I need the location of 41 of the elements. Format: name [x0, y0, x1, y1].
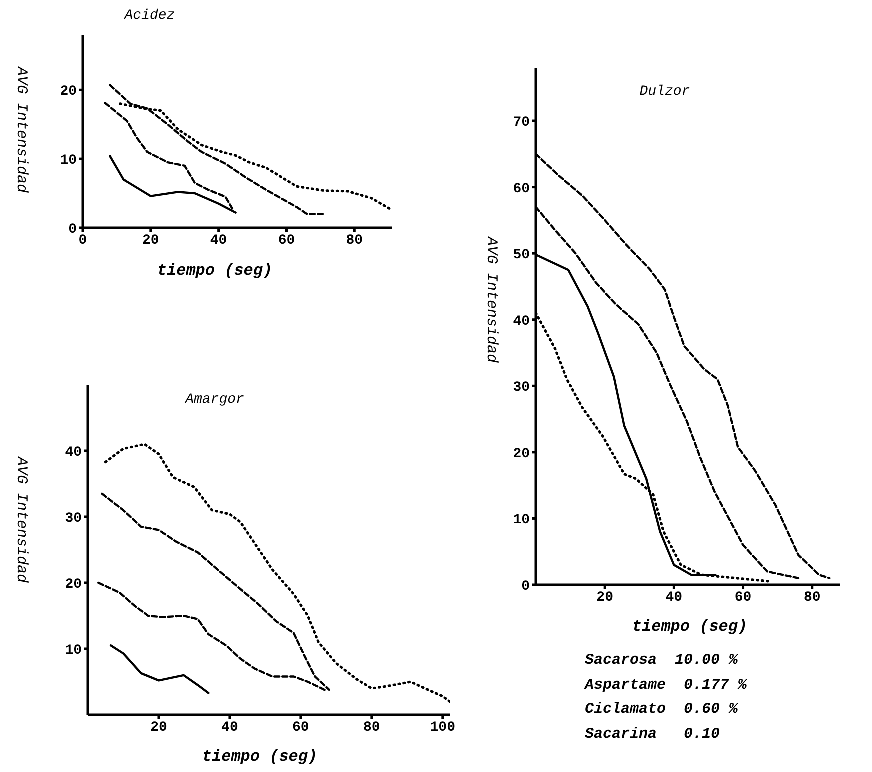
x-tick-label: 80 [364, 720, 380, 736]
y-axis-title: AVG Intensidad [12, 455, 30, 586]
y-tick-label: 0 [68, 222, 77, 238]
x-tick-label: 60 [734, 590, 752, 606]
y-axis-title: AVG Intensidad [12, 65, 30, 196]
x-tick-label: 100 [430, 720, 456, 736]
x-tick-label: 20 [150, 720, 168, 736]
chart-title: Acidez [123, 8, 176, 24]
x-tick-label: 40 [222, 720, 238, 736]
y-tick-label: 60 [513, 181, 530, 198]
text: Dulzor [638, 84, 692, 100]
x-tick-label: 20 [596, 590, 614, 606]
x-tick-label: 40 [210, 232, 228, 249]
y-tick-label: 40 [65, 444, 82, 461]
y-tick-label: 20 [60, 84, 77, 100]
y-tick-label: 10 [513, 512, 530, 529]
x-tick-label: 60 [278, 232, 296, 249]
y-tick-label: 40 [513, 314, 530, 330]
x-tick-label: 20 [142, 232, 160, 249]
x-tick-label: 60 [292, 720, 310, 736]
x-axis-title: tiempo (seg) [631, 618, 749, 636]
y-tick-label: 50 [513, 248, 530, 264]
y-axis-title: AVG Intensidad [482, 235, 500, 366]
y-tick-label: 10 [60, 153, 77, 170]
y-tick-label: 30 [513, 380, 530, 396]
text: Aspartame 0.177 % [585, 676, 748, 696]
y-tick-label: 70 [513, 114, 530, 131]
text: Amargor [184, 392, 246, 408]
x-axis-title: tiempo (seg) [201, 748, 319, 766]
x-tick-label: 80 [804, 590, 821, 606]
y-tick-label: 20 [513, 446, 530, 462]
y-tick-label: 20 [65, 576, 82, 593]
x-axis-title: tiempo (seg) [156, 262, 274, 280]
text: Sacarosa 10.00 % [585, 652, 740, 671]
y-tick-label: 10 [65, 642, 82, 659]
x-tick-label: 40 [666, 590, 683, 606]
y-tick-label: 0 [522, 578, 530, 595]
y-tick-label: 30 [65, 510, 82, 527]
text: Sacarina 0.10 [585, 726, 722, 744]
text: Ciclamato 0.60 % [585, 701, 740, 720]
x-tick-label: 80 [346, 232, 364, 249]
